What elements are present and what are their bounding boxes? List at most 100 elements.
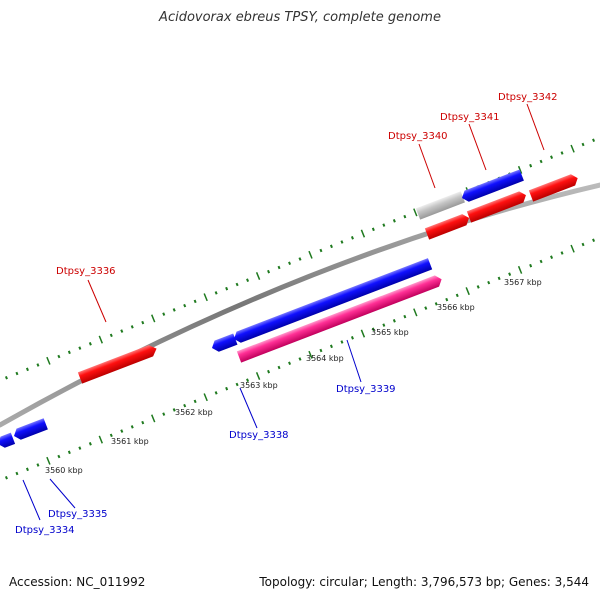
scale-label-3560: 3560 kbp [45, 466, 83, 475]
minor-tick [329, 344, 333, 349]
minor-tick [141, 320, 145, 325]
minor-tick [382, 223, 386, 227]
gene-label-dtpsy-3340[interactable]: Dtpsy_3340 [388, 131, 448, 142]
minor-tick [267, 369, 271, 374]
major-tick [203, 293, 208, 302]
minor-tick [392, 319, 396, 323]
scale-label-3566: 3566 kbp [437, 303, 475, 312]
genome-backbone [0, 182, 600, 428]
major-tick [465, 287, 470, 296]
minor-tick [581, 142, 585, 147]
minor-tick [4, 476, 8, 480]
gene-dtpsy-3336-arrow[interactable] [77, 343, 159, 384]
minor-tick [497, 276, 501, 281]
scale-label-3565: 3565 kbp [371, 328, 409, 337]
minor-tick [392, 219, 396, 223]
minor-tick [424, 306, 428, 310]
major-tick [570, 244, 575, 253]
gene-label-dtpsy-3335[interactable]: Dtpsy_3335 [48, 509, 108, 520]
gene-label-dtpsy-3339[interactable]: Dtpsy_3339 [336, 384, 396, 395]
minor-tick [288, 361, 292, 365]
gene-label-dtpsy-3336[interactable]: Dtpsy_3336 [56, 266, 116, 277]
gene-dtpsy-3339-arrow[interactable] [236, 274, 444, 363]
minor-tick [214, 391, 218, 395]
minor-tick [455, 293, 459, 298]
major-tick [413, 308, 418, 317]
major-tick [151, 414, 156, 423]
major-tick [255, 272, 261, 280]
scale-label-3563: 3563 kbp [240, 381, 278, 390]
gene-dtpsy-3335-arrow[interactable] [12, 418, 48, 441]
minor-tick [67, 350, 71, 355]
minor-tick [130, 425, 134, 429]
gene-dtpsy-3341-arrow[interactable] [466, 190, 528, 223]
minor-tick [350, 236, 354, 240]
label-callout-lines [22, 103, 545, 521]
scale-label-3561: 3561 kbp [111, 437, 149, 446]
minor-tick [25, 367, 29, 372]
minor-tick [487, 280, 491, 285]
minor-tick [382, 323, 386, 327]
gene-label-dtpsy-3341[interactable]: Dtpsy_3341 [440, 112, 500, 123]
minor-tick [539, 259, 543, 264]
gene-label-dtpsy-3338[interactable]: Dtpsy_3338 [229, 430, 289, 441]
minor-tick [120, 429, 124, 433]
gene-dtpsy-3340b-arrow[interactable] [460, 169, 524, 203]
gene-dtpsy-3342-arrow[interactable] [528, 172, 580, 202]
gene-dtpsy-3338-arrow[interactable] [232, 258, 433, 344]
gene-dtpsy-3334-arrow[interactable] [0, 432, 16, 450]
minor-tick [172, 408, 176, 412]
minor-tick [550, 155, 554, 159]
major-tick [570, 144, 575, 153]
forward-gene-labels: Dtpsy_3336 Dtpsy_3340 Dtpsy_3341 Dtpsy_3… [56, 92, 558, 277]
minor-tick [340, 340, 344, 344]
minor-tick [298, 257, 302, 261]
minor-tick [57, 454, 61, 459]
minor-tick [88, 442, 92, 446]
gene-dtpsy-3340-arrow[interactable] [415, 191, 465, 220]
reverse-gene-labels: Dtpsy_3334 Dtpsy_3335 Dtpsy_3338 Dtpsy_3… [15, 384, 396, 536]
minor-tick [403, 214, 407, 219]
minor-tick [319, 248, 323, 253]
major-tick [413, 208, 418, 217]
minor-tick [529, 163, 533, 168]
major-tick [203, 393, 208, 402]
minor-tick [172, 308, 176, 312]
minor-tick [235, 282, 239, 287]
minor-tick [529, 263, 533, 268]
reverse-strand-tick-rail [4, 238, 596, 480]
minor-tick [539, 159, 543, 164]
minor-tick [193, 399, 197, 404]
accession-text: Accession: NC_011992 [9, 575, 146, 589]
minor-tick [225, 386, 229, 391]
minor-tick [246, 278, 250, 282]
minor-tick [109, 333, 113, 338]
minor-tick [319, 348, 323, 353]
minor-tick [225, 286, 229, 291]
reverse-genes [0, 169, 524, 450]
minor-tick [581, 242, 585, 247]
minor-tick [235, 382, 239, 387]
gene-dtpsy-3337-arrow[interactable] [424, 212, 471, 240]
scale-label-3567: 3567 kbp [504, 278, 542, 287]
minor-tick [476, 285, 480, 289]
minor-tick [183, 303, 187, 308]
gene-dtpsy-3337b-arrow[interactable] [210, 333, 238, 353]
minor-tick [592, 238, 596, 242]
minor-tick [267, 269, 271, 274]
minor-tick [340, 240, 344, 244]
gene-label-dtpsy-3334[interactable]: Dtpsy_3334 [15, 525, 75, 536]
minor-tick [371, 227, 375, 232]
forward-strand-tick-rail [4, 138, 596, 380]
minor-tick [193, 299, 197, 304]
major-tick [98, 335, 103, 344]
minor-tick [120, 329, 124, 333]
minor-tick [214, 291, 218, 295]
minor-tick [183, 403, 187, 408]
minor-tick [246, 378, 250, 382]
gene-label-dtpsy-3342[interactable]: Dtpsy_3342 [498, 92, 558, 103]
minor-tick [4, 376, 8, 380]
minor-tick [15, 471, 19, 476]
minor-tick [67, 450, 71, 455]
